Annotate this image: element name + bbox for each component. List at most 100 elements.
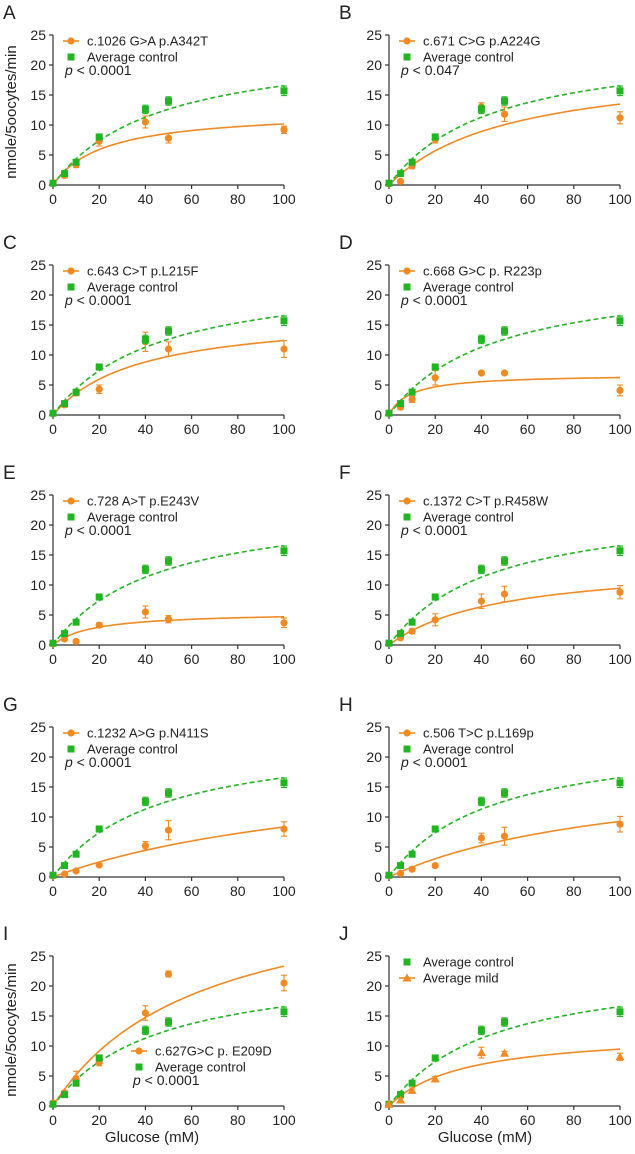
data-point [72,158,80,166]
fit-curve [388,544,621,646]
x-tick-label: 0 [49,651,57,667]
legend-label: Average control [423,50,514,65]
data-point [95,1054,103,1062]
y-tick-label: 0 [38,1098,46,1114]
panel-letter: D [339,233,353,254]
y-tick-label: 20 [366,287,382,303]
data-point [280,547,288,555]
data-point [165,1018,172,1026]
data-point [616,779,624,787]
x-tick-label: 100 [608,1112,632,1128]
data-point [431,133,439,141]
data-point [164,615,173,623]
data-point [396,177,405,185]
data-point [165,789,172,797]
p-value-annotation: p < 0.0001 [64,754,132,770]
data-point [72,1079,80,1087]
y-tick-label: 15 [30,547,46,563]
fit-curve [388,1005,621,1107]
x-tick-label: 40 [474,421,490,437]
y-tick-label: 15 [30,317,46,333]
data-point [72,850,80,858]
x-tick-label: 20 [427,1112,443,1128]
data-point [431,593,439,601]
fit-curve [52,965,285,1107]
x-tick-label: 100 [272,421,296,437]
x-tick-label: 60 [184,883,200,899]
panel-letter: H [339,695,353,716]
y-tick-label: 0 [374,637,382,653]
data-point [280,345,288,353]
legend-label: Average mild [423,971,499,986]
data-point [141,335,149,343]
data-point [385,639,393,647]
x-tick-label: 0 [385,191,393,207]
data-point [95,861,103,869]
x-tick-label: 60 [184,191,200,207]
panel-letter: A [3,3,16,24]
data-point [49,871,57,879]
data-point [397,1091,405,1099]
data-point [408,395,416,403]
data-point [141,1026,149,1034]
x-tick-label: 0 [49,883,57,899]
y-tick-label: 10 [30,809,46,825]
legend-marker [135,1047,143,1055]
x-tick-label: 0 [385,883,393,899]
data-point [95,133,103,141]
legend-marker [403,745,411,753]
panel-d: D 0 5 10 15 20 25 0 20 40 60 80 100 c.668 G>C p. R223… [339,233,632,437]
y-tick-label: 0 [38,177,46,193]
x-tick-label: 40 [474,651,490,667]
data-point [60,870,69,878]
data-point [500,110,509,118]
y-tick-label: 15 [366,87,382,103]
y-tick-label: 0 [38,407,46,423]
data-point [141,1009,149,1017]
legend-marker [67,745,75,753]
x-tick-label: 20 [427,883,443,899]
data-point [385,409,393,417]
data-point [616,547,624,555]
legend-label: Average control [87,510,178,525]
data-point [430,1074,440,1083]
panel-letter: I [3,924,8,945]
y-tick-label: 15 [366,547,382,563]
legend-marker [67,267,75,275]
panel-letter: E [3,463,16,484]
x-tick-label: 80 [566,883,582,899]
x-tick-label: 40 [138,883,154,899]
y-tick-label: 5 [374,839,382,855]
legend-label: c.506 T>C p.L169p [423,726,534,741]
x-tick-label: 80 [230,1112,246,1128]
legend-label: Average control [423,955,514,970]
y-tick-label: 15 [30,779,46,795]
y-tick-label: 5 [38,839,46,855]
data-point [164,134,173,142]
legend-marker [403,729,411,737]
data-point [49,639,57,647]
x-tick-label: 80 [230,883,246,899]
x-tick-label: 20 [91,1112,107,1128]
fit-curve [52,544,285,646]
data-point [49,409,57,417]
data-point [500,590,509,598]
data-point [500,832,509,840]
y-tick-label: 5 [374,1068,382,1084]
data-point [431,374,439,382]
x-tick-label: 60 [184,421,200,437]
legend-label: c.627G>C p. E209D [155,1044,272,1059]
y-tick-label: 25 [366,27,382,43]
y-tick-label: 5 [38,377,46,393]
y-tick-label: 10 [366,809,382,825]
data-point [141,105,149,113]
fit-curve [388,376,621,416]
data-point [616,317,624,325]
data-point [477,335,485,343]
data-point [280,1008,288,1016]
y-tick-label: 10 [366,577,382,593]
y-tick-label: 25 [30,719,46,735]
x-tick-label: 100 [272,191,296,207]
